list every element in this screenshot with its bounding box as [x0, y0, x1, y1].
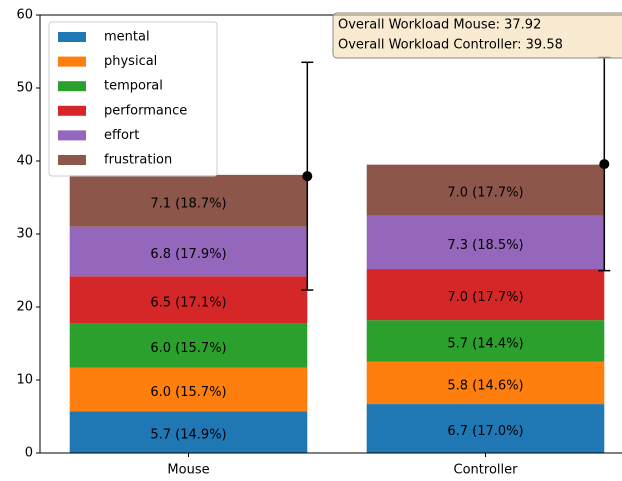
- annotation-box: [332, 12, 622, 59]
- bar-segment: [366, 269, 605, 321]
- annotation-text: Overall Workload Controller: 39.58: [338, 38, 563, 53]
- bar-segment: [366, 361, 605, 405]
- x-tick-label: Controller: [454, 463, 519, 478]
- y-tick-label: 30: [16, 227, 33, 242]
- data-label: 5.8 (14.6%): [447, 378, 523, 393]
- bar-segment: [69, 323, 308, 368]
- data-label: 7.3 (18.5%): [447, 238, 523, 253]
- data-label: 6.7 (17.0%): [447, 424, 523, 439]
- y-tick-label: 40: [16, 154, 33, 169]
- legend-label: temporal: [104, 79, 163, 94]
- legend-swatch: [58, 32, 86, 42]
- bar-segment: [69, 367, 308, 412]
- bar-segment: [69, 226, 308, 277]
- legend-box: [48, 21, 218, 177]
- legend-label: effort: [104, 128, 139, 143]
- legend-swatch: [58, 130, 86, 141]
- data-label: 5.7 (14.9%): [150, 428, 226, 443]
- y-tick-label: 50: [16, 81, 33, 96]
- y-tick-label: 60: [16, 8, 33, 23]
- x-tick-label: Mouse: [167, 463, 209, 478]
- data-label: 6.5 (17.1%): [150, 296, 226, 311]
- error-bar-point: [302, 171, 313, 182]
- bar-segment: [366, 320, 605, 362]
- legend-swatch: [58, 56, 86, 67]
- data-label: 6.8 (17.9%): [150, 247, 226, 262]
- data-label: 7.0 (17.7%): [447, 290, 523, 305]
- data-label: 5.7 (14.4%): [447, 336, 523, 351]
- legend-label: physical: [104, 54, 157, 69]
- data-label: 7.0 (17.7%): [447, 186, 523, 201]
- bar-segment: [366, 215, 605, 270]
- data-label: 6.0 (15.7%): [150, 385, 226, 400]
- legend-swatch: [58, 105, 86, 116]
- y-tick-label: 0: [25, 446, 33, 461]
- data-label: 6.0 (15.7%): [150, 341, 226, 356]
- bar-segment: [69, 276, 308, 324]
- error-bar: [301, 61, 314, 291]
- bar-segment: [366, 164, 605, 216]
- error-bar-point: [599, 159, 610, 170]
- data-label: 7.1 (18.7%): [150, 196, 226, 211]
- legend-label: mental: [104, 30, 150, 45]
- bar-segment: [69, 174, 308, 227]
- legend-label: frustration: [104, 153, 172, 168]
- annotation-text: Overall Workload Mouse: 37.92: [338, 18, 541, 33]
- bar-segment: [366, 404, 605, 453]
- y-tick-label: 20: [16, 300, 33, 315]
- legend-label: performance: [104, 103, 187, 118]
- y-tick-label: 10: [16, 373, 33, 388]
- legend-swatch: [58, 81, 86, 92]
- bar-segment: [69, 411, 308, 453]
- legend-swatch: [58, 155, 86, 165]
